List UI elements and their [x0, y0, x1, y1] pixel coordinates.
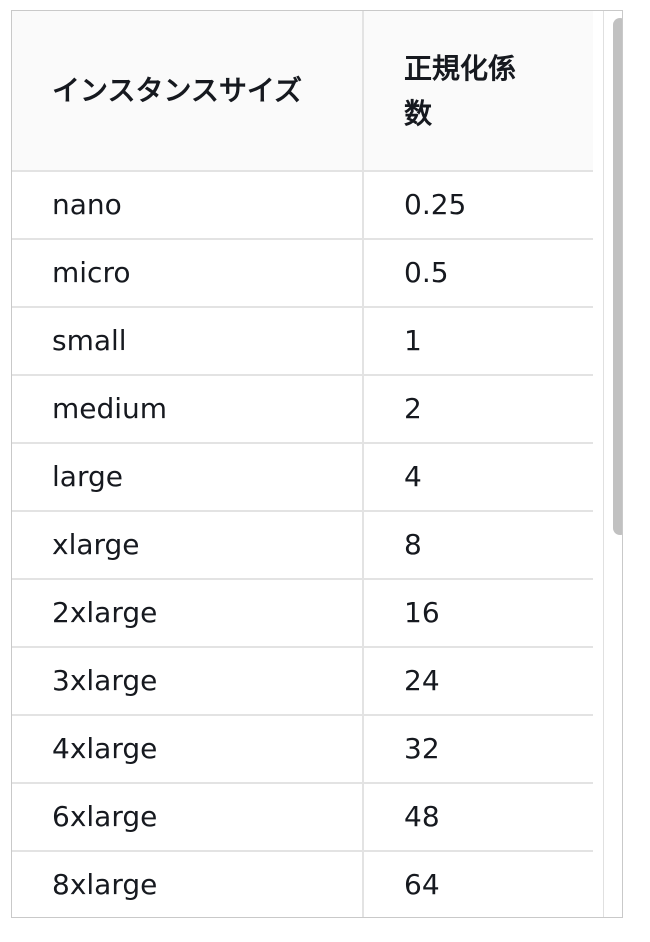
cell-normalization-factor: 1 — [363, 307, 593, 376]
cell-instance-size: medium — [12, 375, 364, 444]
table-row: micro 0.5 — [12, 239, 593, 308]
cell-instance-size: nano — [12, 171, 364, 240]
cell-normalization-factor: 8 — [363, 511, 593, 580]
table-container: インスタンスサイズ 正規化係数 nano 0.25 micro 0.5 small 1 me… — [11, 10, 623, 918]
table-viewport: インスタンスサイズ 正規化係数 nano 0.25 micro 0.5 small 1 me… — [12, 11, 593, 917]
table-row: small 1 — [12, 307, 593, 376]
table-row: 2xlarge 16 — [12, 579, 593, 648]
cell-normalization-factor: 64 — [363, 851, 593, 917]
table-row: 4xlarge 32 — [12, 715, 593, 784]
cell-normalization-factor: 24 — [363, 647, 593, 716]
table-row: xlarge 8 — [12, 511, 593, 580]
cell-normalization-factor: 48 — [363, 783, 593, 852]
table-header-row: インスタンスサイズ 正規化係数 — [12, 11, 593, 172]
cell-instance-size: 8xlarge — [12, 851, 364, 917]
scrollbar-thumb[interactable] — [613, 18, 622, 535]
cell-instance-size: 2xlarge — [12, 579, 364, 648]
cell-instance-size: small — [12, 307, 364, 376]
cell-normalization-factor: 0.5 — [363, 239, 593, 308]
vertical-scrollbar[interactable] — [603, 11, 622, 917]
cell-instance-size: 6xlarge — [12, 783, 364, 852]
cell-instance-size: 3xlarge — [12, 647, 364, 716]
table-row: large 4 — [12, 443, 593, 512]
table-row: nano 0.25 — [12, 171, 593, 240]
column-header-instance-size: インスタンスサイズ — [12, 11, 364, 172]
cell-normalization-factor: 4 — [363, 443, 593, 512]
normalization-table: インスタンスサイズ 正規化係数 nano 0.25 micro 0.5 small 1 me… — [12, 11, 593, 917]
cell-instance-size: large — [12, 443, 364, 512]
cell-normalization-factor: 32 — [363, 715, 593, 784]
cell-instance-size: xlarge — [12, 511, 364, 580]
cell-instance-size: micro — [12, 239, 364, 308]
cell-normalization-factor: 0.25 — [363, 171, 593, 240]
table-row: 6xlarge 48 — [12, 783, 593, 852]
column-header-normalization-factor: 正規化係数 — [363, 11, 593, 172]
cell-normalization-factor: 2 — [363, 375, 593, 444]
table-row: medium 2 — [12, 375, 593, 444]
table-row: 3xlarge 24 — [12, 647, 593, 716]
table-row: 8xlarge 64 — [12, 851, 593, 917]
cell-instance-size: 4xlarge — [12, 715, 364, 784]
cell-normalization-factor: 16 — [363, 579, 593, 648]
